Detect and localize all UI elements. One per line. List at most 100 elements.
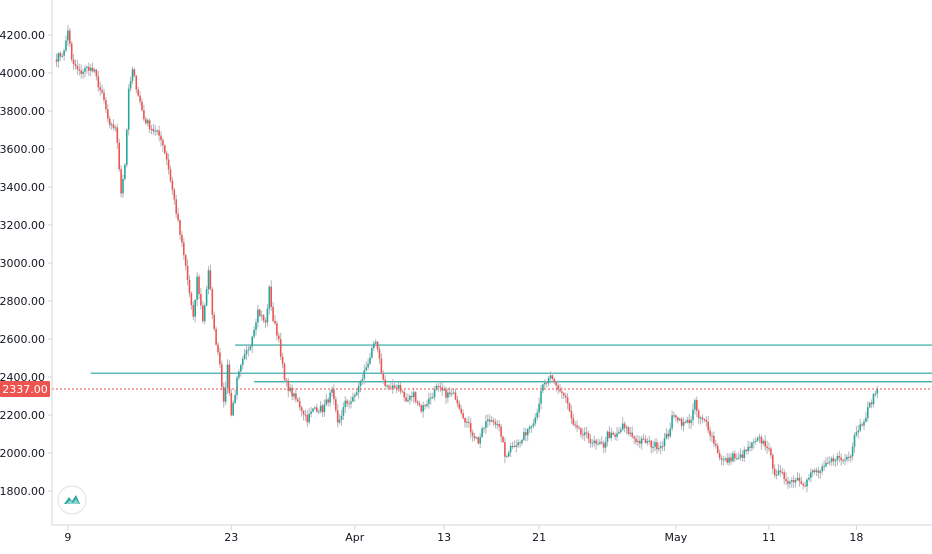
y-axis[interactable]: 1800.00 2000.00 2200.00 2400.00 2600.00 2800.…: [0, 0, 53, 525]
candle-body: [779, 470, 782, 473]
candle-body: [179, 220, 181, 235]
candle-body: [553, 378, 556, 383]
candle-body: [656, 442, 658, 450]
candle-body: [631, 432, 633, 437]
candle-body: [259, 309, 261, 316]
candle-body: [346, 400, 348, 404]
candle-body: [583, 432, 586, 436]
candle-body: [169, 169, 172, 181]
candle-body: [287, 380, 290, 392]
candle-body: [93, 69, 96, 72]
candle-body: [145, 119, 147, 124]
x-tick-label: 11: [762, 531, 776, 544]
candle-body: [815, 470, 818, 472]
candle-body: [395, 387, 398, 389]
candle-body: [65, 40, 67, 51]
candle-body: [126, 129, 128, 165]
candle-body: [796, 477, 799, 480]
candle-body: [74, 64, 77, 66]
candle-body: [289, 387, 291, 392]
candle-body: [464, 418, 466, 423]
candle-body: [148, 120, 151, 130]
candle-body: [173, 189, 176, 200]
candle-body: [186, 265, 189, 280]
candle-body: [234, 394, 236, 403]
y-tick-label: 2400.00: [0, 371, 45, 384]
candle-body: [648, 440, 651, 442]
last-price-label: 2337.00: [2, 383, 48, 396]
candle-body: [563, 393, 565, 396]
candle-body: [414, 392, 417, 402]
candle-body: [281, 356, 284, 364]
candle-body: [127, 88, 130, 130]
candle-body: [217, 344, 219, 353]
candle-body: [713, 435, 715, 444]
candle-body: [513, 446, 516, 448]
candle-body: [781, 472, 784, 474]
candle-body: [726, 458, 728, 463]
x-axis[interactable]: 923Apr1321May1118Jun: [52, 524, 932, 544]
candle-body: [304, 414, 307, 416]
candle-body: [775, 474, 778, 476]
candle-body: [806, 479, 808, 487]
candle-body: [545, 382, 548, 384]
candle-body: [612, 432, 614, 435]
candle-body: [411, 395, 413, 398]
candle-body: [846, 456, 848, 460]
candle-body: [175, 199, 177, 214]
candle-body: [460, 408, 462, 414]
candle-body: [253, 329, 255, 337]
candle-body: [430, 397, 432, 399]
candle-body: [249, 346, 252, 350]
candle-body: [483, 427, 485, 429]
candle-body: [490, 420, 493, 422]
candle-body: [108, 118, 111, 125]
candle-body: [211, 289, 214, 315]
candle-body: [99, 87, 101, 91]
candle-body: [686, 419, 689, 423]
candle-body: [633, 436, 635, 439]
candle-body: [262, 315, 265, 321]
candle-body: [409, 395, 411, 400]
candle-body: [534, 417, 537, 424]
candle-body: [865, 417, 867, 422]
candle-body: [63, 50, 65, 56]
candle-body: [76, 65, 79, 70]
candle-body: [443, 389, 445, 391]
candle-body: [675, 415, 677, 418]
candle-body: [542, 384, 544, 391]
candle-body: [798, 477, 801, 482]
tradingview-logo-icon[interactable]: [57, 485, 87, 515]
candle-body: [350, 401, 352, 404]
candle-body: [614, 434, 616, 437]
candle-body: [215, 328, 217, 345]
candle-body: [574, 424, 576, 426]
candle-body: [764, 440, 766, 447]
candle-body: [61, 55, 63, 57]
candle-body: [753, 441, 755, 443]
candle-body: [762, 440, 765, 444]
candle-body: [621, 423, 624, 430]
candle-body: [278, 335, 280, 340]
candle-body: [279, 339, 282, 357]
candle-body: [466, 421, 468, 423]
candle-body: [867, 407, 869, 418]
candle-body: [276, 323, 278, 336]
candle-body: [593, 440, 595, 443]
candle-body: [492, 420, 495, 423]
candle-body: [659, 446, 662, 449]
candle-body: [384, 379, 386, 386]
candle-body: [523, 432, 525, 440]
candle-body: [732, 453, 734, 462]
candle-body: [688, 419, 690, 424]
candle-body: [181, 234, 183, 243]
candle-body: [300, 407, 303, 411]
candle-body: [200, 294, 202, 306]
candle-body: [728, 457, 730, 463]
candle-body: [107, 109, 109, 119]
candle-body: [819, 471, 822, 473]
candle-body: [644, 439, 647, 443]
candle-body: [101, 90, 103, 93]
